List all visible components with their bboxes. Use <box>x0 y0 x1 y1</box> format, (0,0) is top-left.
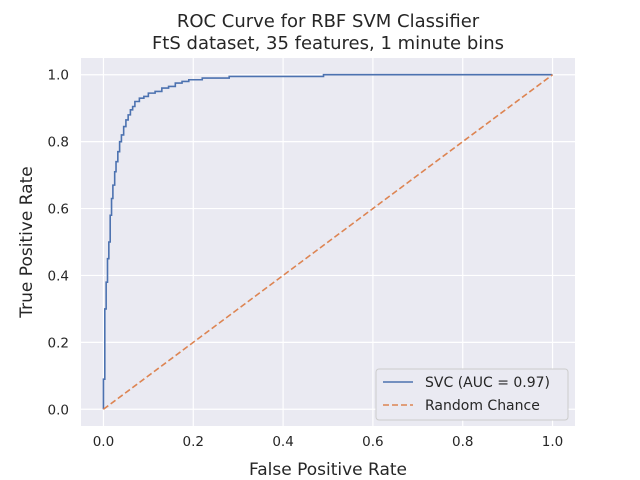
grid <box>81 58 575 426</box>
chart-subtitle: FtS dataset, 35 features, 1 minute bins <box>152 33 504 54</box>
legend-box <box>375 368 569 421</box>
x-tick-label: 0.6 <box>362 434 383 450</box>
y-tick-label: 1.0 <box>48 68 69 84</box>
y-axis-label: True Positive Rate <box>17 166 37 318</box>
series-group <box>102 73 554 410</box>
x-tick-label: 0.8 <box>452 434 473 450</box>
x-axis-label: False Positive Rate <box>249 460 407 480</box>
x-tick-label: 0.0 <box>93 434 114 450</box>
random-chance-line <box>102 74 554 410</box>
y-tick-label: 0.0 <box>48 402 69 418</box>
legend-label-svc: SVC (AUC = 0.97) <box>425 375 550 391</box>
y-tick-label: 0.2 <box>48 335 69 351</box>
legend: SVC (AUC = 0.97) Random Chance <box>375 368 569 421</box>
y-tick-label: 0.8 <box>48 135 69 151</box>
legend-label-random: Random Chance <box>425 398 540 414</box>
y-tick-label: 0.4 <box>48 268 69 284</box>
x-tick-label: 0.2 <box>183 434 204 450</box>
svc-roc-line <box>102 73 553 410</box>
tick-labels: 0.0 0.2 0.4 0.6 0.8 1.0 0.0 0.2 0.4 0.6 0.8 1.0 <box>48 68 564 450</box>
x-tick-label: 0.4 <box>272 434 293 450</box>
y-tick-label: 0.6 <box>48 202 69 218</box>
chart-title: ROC Curve for RBF SVM Classifier <box>177 11 480 32</box>
x-tick-label: 1.0 <box>542 434 563 450</box>
